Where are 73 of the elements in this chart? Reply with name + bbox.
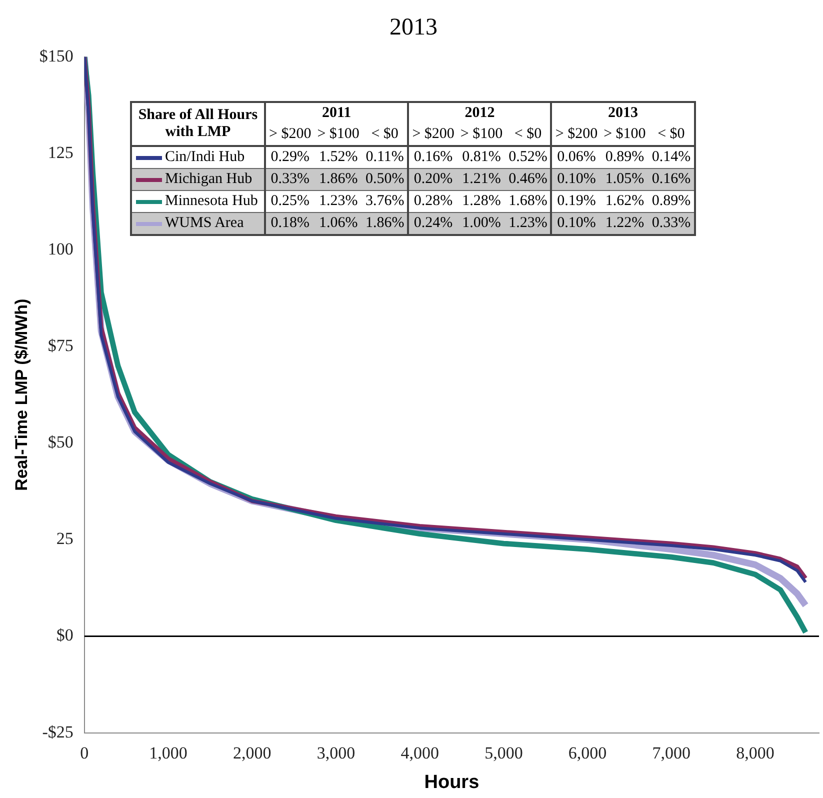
annotation: 0.25%: [265, 190, 314, 212]
x-tick-label: 5,000: [484, 743, 523, 762]
annotation: 1.86%: [314, 168, 362, 190]
annotation: 0.52%: [506, 146, 552, 168]
annotation: 0.28%: [408, 190, 458, 212]
x-axis-title: Hours: [424, 772, 480, 793]
annotation: 0.89%: [648, 190, 695, 212]
annotation: 0.24%: [408, 212, 458, 235]
text: 2013: [390, 14, 438, 41]
annotation: > $100: [600, 124, 649, 146]
annotation: 0.33%: [265, 168, 314, 190]
annotation: > $200: [551, 124, 601, 146]
x-tick-label: 1,000: [149, 743, 188, 762]
annotation: 0.29%: [265, 146, 314, 168]
annotation: 1.05%: [600, 168, 649, 190]
y-tick-label: -$25: [42, 722, 74, 742]
annotation: 1.21%: [457, 168, 506, 190]
annotation: 0.19%: [551, 190, 601, 212]
y-tick-label: 25: [56, 529, 74, 548]
y-tick-label: $50: [48, 432, 74, 452]
annotation: > $100: [457, 124, 506, 146]
y-axis-title: Real-Time LMP ($/MWh): [12, 298, 31, 491]
legend-label: Minnesota Hub: [165, 193, 258, 209]
annotation: > $100: [314, 124, 362, 146]
annotation: 1.52%: [314, 146, 362, 168]
x-tick-label: 2,000: [232, 743, 272, 762]
annotation: 0.20%: [408, 168, 458, 190]
annotation: 3.76%: [362, 190, 408, 212]
annotation: 1.22%: [600, 212, 649, 235]
annotation: 2012: [408, 102, 552, 124]
annotation: 1.06%: [314, 212, 362, 235]
annotation: 0.06%: [551, 146, 601, 168]
x-tick-label: 6,000: [568, 743, 607, 762]
legend-label: WUMS Area: [165, 215, 244, 231]
annotation: 0.33%: [648, 212, 695, 235]
annotation: 0.14%: [648, 146, 695, 168]
x-tick-label: 3,000: [316, 743, 356, 762]
y-tick-label: $0: [56, 626, 74, 645]
annotation: 0.16%: [648, 168, 695, 190]
annotation: < $0: [648, 124, 695, 146]
annotation: 0.10%: [551, 168, 601, 190]
annotation: 1.00%: [457, 212, 506, 235]
y-tick-label: $75: [48, 336, 74, 355]
text: 2013: [608, 105, 638, 121]
x-tick-label: 8,000: [736, 743, 774, 762]
annotation: 0.18%: [265, 212, 314, 235]
annotation: < $0: [506, 124, 552, 146]
annotation: 1.86%: [362, 212, 408, 235]
annotation: 1.62%: [600, 190, 649, 212]
annotation: 0.50%: [362, 168, 408, 190]
y-tick-label: 100: [48, 239, 74, 258]
annotation: 1.23%: [314, 190, 362, 212]
y-tick-label: 125: [48, 142, 74, 162]
annotation: 0.11%: [362, 146, 408, 168]
annotation: > $200: [265, 124, 314, 146]
x-tick-label: 7,000: [652, 743, 691, 762]
legend-label: Cin/Indi Hub: [165, 149, 245, 165]
annotation: 0.46%: [506, 168, 552, 190]
x-tick-label: 4,000: [400, 743, 439, 762]
annotation: 2011: [265, 102, 408, 124]
annotation: 0.16%: [408, 146, 458, 168]
annotation: 1.23%: [506, 212, 552, 235]
annotation: 0.81%: [457, 146, 506, 168]
legend-label: Michigan Hub: [165, 171, 252, 187]
annotation: 0.89%: [600, 146, 649, 168]
annotation: > $200: [408, 124, 458, 146]
annotation: < $0: [362, 124, 408, 146]
annotation: Share of All Hours with LMP: [131, 102, 265, 146]
annotation: 1.68%: [506, 190, 552, 212]
annotation: 1.28%: [457, 190, 506, 212]
x-tick-label: 0: [80, 743, 89, 762]
y-tick-label: $150: [39, 46, 74, 66]
annotation: 0.10%: [551, 212, 601, 235]
